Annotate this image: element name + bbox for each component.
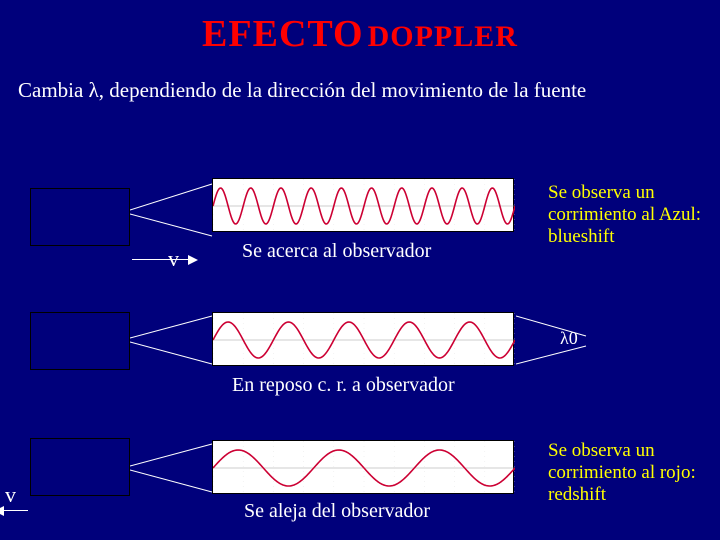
caption-redshift: Se aleja del observador [244, 500, 430, 523]
wave-blueshift [212, 178, 514, 232]
arrow-left-3-head [0, 506, 4, 516]
source-box-2 [30, 312, 130, 370]
wavefront-lines-1 [130, 180, 214, 240]
title-word1: EFECTO [202, 13, 364, 55]
subtitle: Cambia λ, dependiendo de la dirección de… [0, 56, 720, 103]
slide-title: EFECTO DOPPLER [0, 0, 720, 56]
source-box-3 [30, 438, 130, 496]
caption-rest: En reposo c. r. a observador [232, 374, 455, 397]
source-box-1 [30, 188, 130, 246]
arrow-right-1 [132, 259, 190, 260]
wavefront-lines-3 [130, 440, 214, 496]
wavefront-lines-2 [130, 312, 214, 368]
lambda-marker [516, 312, 600, 368]
note-blueshift: Se observa un corrimiento al Azul: blues… [548, 182, 718, 248]
title-word2: DOPPLER [368, 20, 518, 53]
arrow-left-3 [2, 510, 28, 511]
note-redshift: Se observa un corrimiento al rojo: redsh… [548, 440, 718, 506]
caption-blueshift: Se acerca al observador [242, 240, 431, 263]
lambda0-label: λ0 [560, 328, 578, 349]
wave-redshift [212, 440, 514, 494]
v-label-3: v [5, 482, 16, 508]
arrow-right-1-head [188, 255, 198, 265]
wave-rest [212, 312, 514, 366]
